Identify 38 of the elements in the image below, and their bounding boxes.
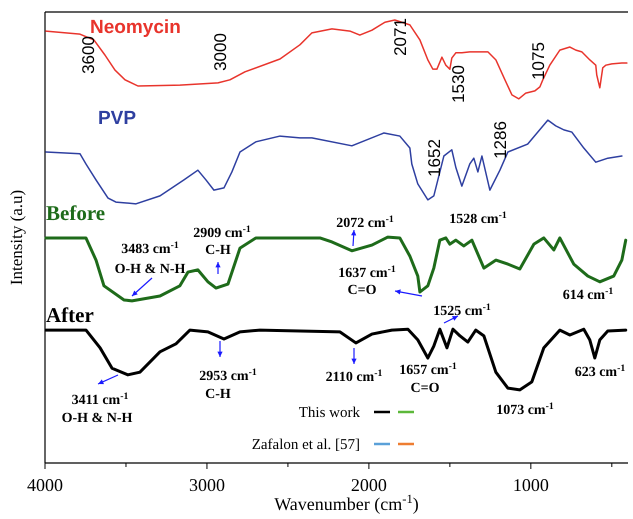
annotation: 1637 cm$^{-1}$ [338, 264, 396, 281]
x-tick-label: 2000 [350, 475, 387, 495]
annotation: C=O [348, 283, 377, 298]
annotation: O-H & N-H [62, 411, 132, 426]
annotation: 1528 cm$^{-1}$ [449, 210, 507, 227]
annotation: 2953 cm$^{-1}$ [199, 366, 257, 384]
x-tick-label: 1000 [512, 475, 549, 495]
x-tick-label: 3000 [188, 475, 225, 495]
annotation: Zafalon et al. [57] [252, 437, 360, 453]
annotation: 3600 [79, 36, 98, 74]
annotation: 2110 cm$^{-1}$ [326, 368, 382, 385]
annotation: 1530 [449, 65, 468, 103]
series-label: After [46, 303, 94, 327]
annotation: O-H & N-H [114, 262, 186, 277]
annotation: 1073 cm$^{-1}$ [496, 400, 554, 418]
annotation: C-H [205, 243, 231, 258]
annotation: 1525 cm$^{-1}$ [433, 302, 491, 319]
annotation: C-H [205, 387, 231, 402]
annotation: 1075 [529, 42, 548, 80]
annotation: 2072 cm$^{-1}$ [336, 214, 394, 231]
annotation: 3000 [211, 33, 230, 71]
annotation: 623 cm$^{-1}$ [574, 362, 626, 380]
series-label: PVP [98, 108, 136, 129]
y-axis-title: Intensity (a.u) [7, 190, 26, 286]
series-label: Neomycin [90, 17, 181, 38]
annotation: 1657 cm$^{-1}$ [399, 360, 457, 378]
x-axis-title: Wavenumber (cm$^{-1}$) [274, 492, 419, 514]
annotation: C=O [410, 381, 440, 396]
series-label: Before [46, 201, 106, 225]
annotation: This work [298, 405, 360, 421]
annotation: 1286 [491, 121, 510, 159]
annotation: 614 cm$^{-1}$ [562, 286, 614, 303]
annotation: 2909 cm$^{-1}$ [193, 224, 251, 241]
annotation: 3411 cm$^{-1}$ [72, 390, 128, 408]
annotation: 2071 [391, 18, 410, 56]
annotation: 3483 cm$^{-1}$ [121, 240, 179, 257]
annotation: 1652 [425, 139, 444, 177]
x-tick-label: 4000 [27, 475, 63, 495]
